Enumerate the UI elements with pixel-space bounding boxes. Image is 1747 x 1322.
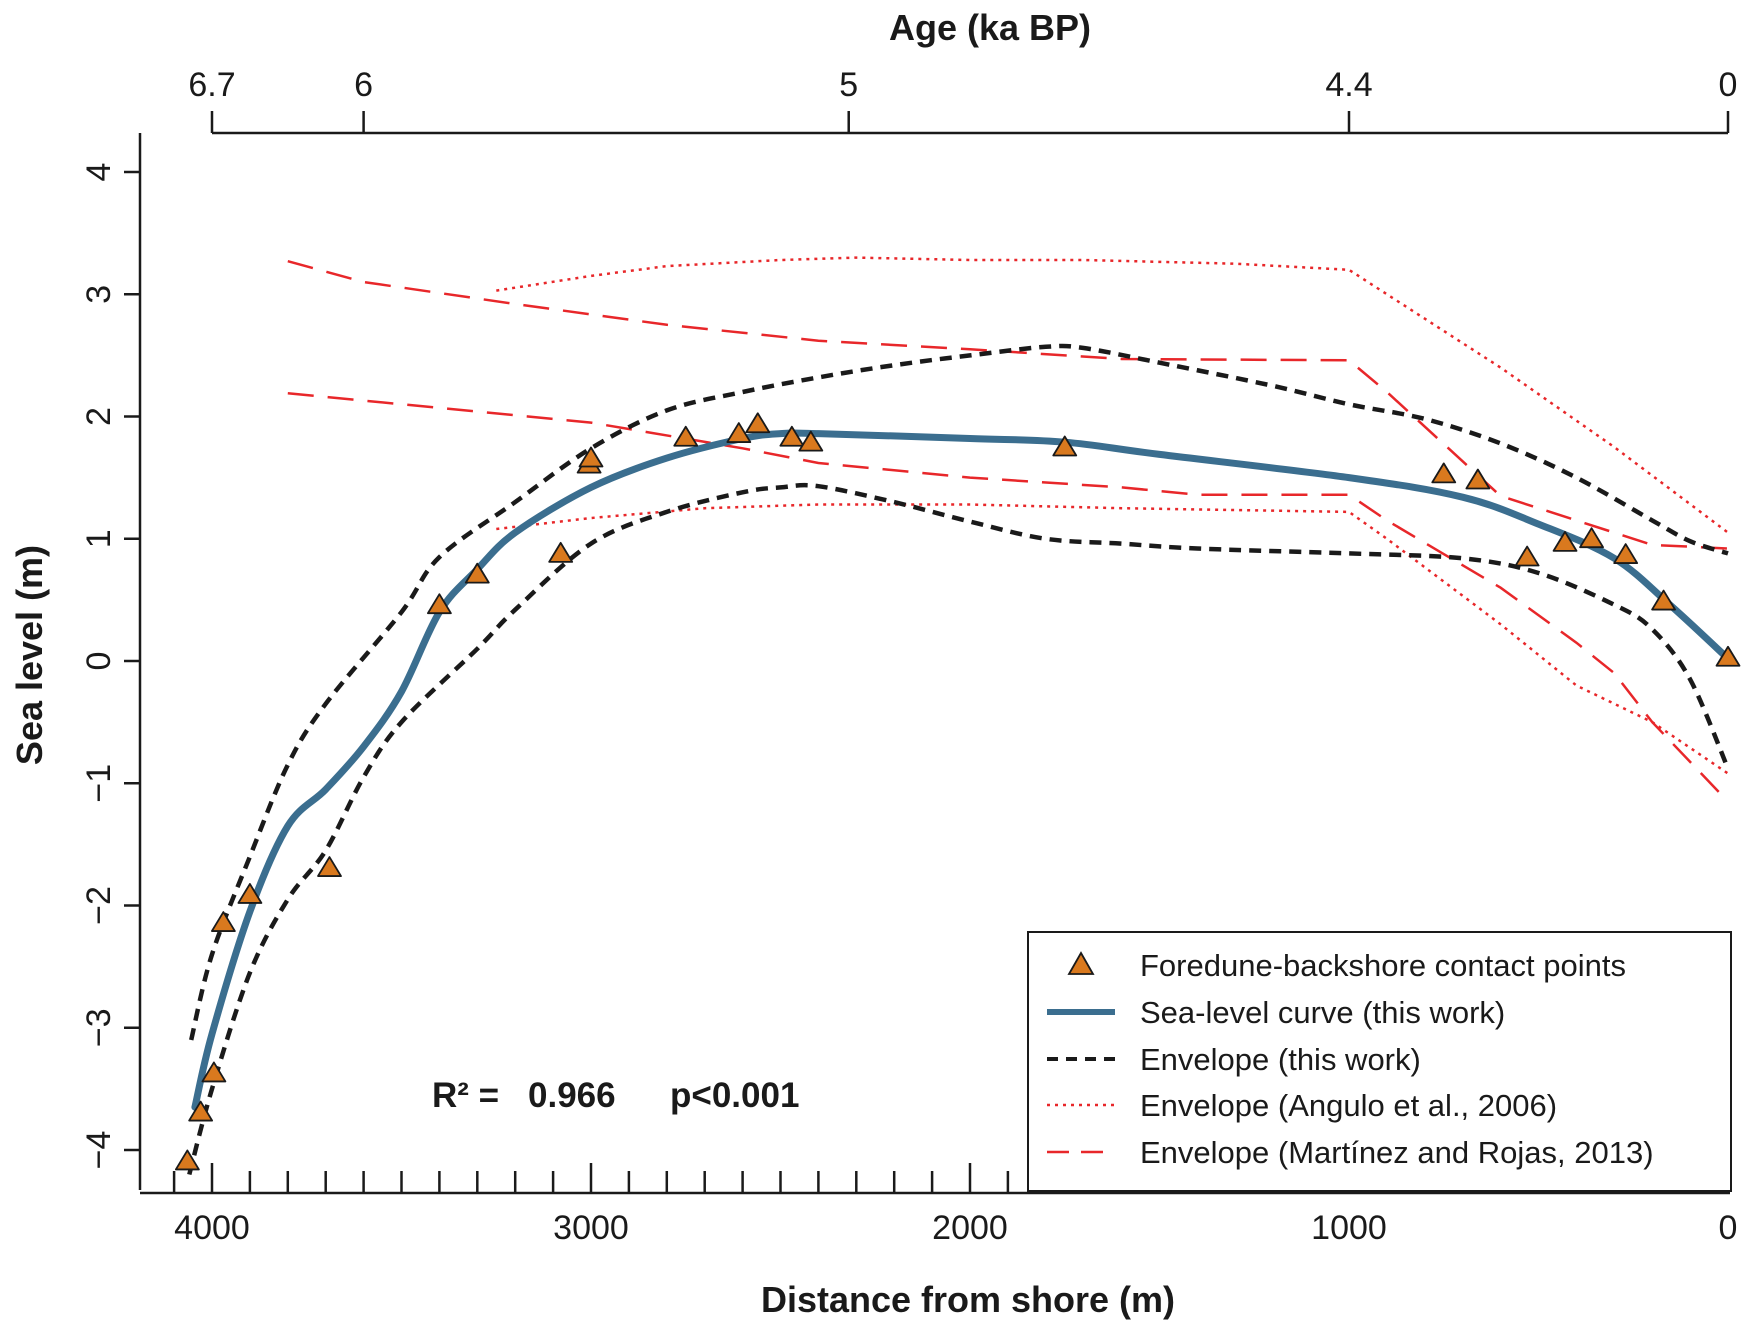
contact-point [745,412,771,434]
contact-point [1715,645,1741,667]
y-tick-label: −1 [80,764,118,803]
top-tick-label: 4.4 [1325,66,1372,104]
x-axis-title: Distance from shore (m) [761,1279,1175,1320]
contact-point [798,430,824,452]
y-tick-label: −3 [80,1008,118,1047]
points-layer [174,412,1741,1171]
envelope-martinez-upper [287,259,1729,550]
legend: Foredune-backshore contact points Sea-le… [1027,931,1732,1192]
r-squared-value: 0.966 [528,1076,616,1115]
x-tick-label: 0 [1719,1209,1738,1247]
y-axis-title: Sea level (m) [9,545,50,765]
y-tick-label: 3 [80,285,118,304]
contact-point [201,1061,227,1083]
stats-annotation: R² = 0.966 p<0.001 [432,1076,799,1115]
contact-point [188,1100,214,1122]
x-tick-label: 1000 [1311,1209,1387,1247]
contact-point [1465,468,1491,490]
envelope-martinez-lower [287,392,1729,803]
y-tick-label: 0 [80,652,118,671]
contact-point [210,911,236,932]
x-tick-label: 3000 [553,1209,629,1247]
y-tick-label: −4 [80,1131,118,1170]
envelope-this-work-lower [187,482,1731,1176]
legend-label-envelope-this-work: Envelope (this work) [1140,1042,1421,1077]
contact-point [426,593,452,615]
envelope-angulo-upper [496,256,1729,534]
contact-point [1579,527,1604,549]
legend-label-envelope-angulo: Envelope (Angulo et al., 2006) [1140,1088,1557,1123]
x-tick-label: 2000 [932,1209,1008,1247]
contact-point [237,883,263,904]
envelope-this-work-upper [189,343,1729,1041]
top-tick-label: 6 [354,66,373,104]
y-tick-label: −2 [80,886,118,925]
p-value: p<0.001 [670,1076,799,1115]
contact-point [1552,530,1578,552]
envelope-angulo-lower [496,503,1729,775]
legend-label-points: Foredune-backshore contact points [1140,948,1626,983]
contact-point [578,446,604,468]
legend-box [1027,931,1732,1192]
contact-point [174,1149,200,1171]
contact-point [1052,435,1078,457]
y-tick-label: 4 [80,163,118,182]
y-tick-label: 1 [80,529,118,548]
contact-point [1613,543,1639,564]
contact-point [464,562,490,584]
contact-point [1431,462,1457,484]
contact-point [673,425,699,447]
top-tick-label: 5 [839,66,858,104]
contact-point [1651,589,1676,611]
r-squared-label: R² = [432,1076,499,1115]
legend-marker-points [1067,951,1095,975]
top-tick-label: 6.7 [188,66,235,104]
contact-point [1514,545,1540,567]
contact-point [317,856,342,877]
axes-layer: 4 3 2 1 0 −1 −2 −3 −4 4000 3000 2000 1000 0 6.7 6 5 4.4 0 [80,66,1737,1247]
x-tick-label: 4000 [174,1209,250,1247]
top-tick-label: 0 [1719,66,1738,104]
y-tick-label: 2 [80,407,118,426]
contact-point [548,541,574,563]
legend-label-curve: Sea-level curve (this work) [1140,995,1505,1030]
contact-point [779,425,805,447]
legend-label-envelope-martinez: Envelope (Martínez and Rojas, 2013) [1140,1135,1654,1170]
top-axis-title: Age (ka BP) [889,7,1091,48]
contact-point [726,422,752,443]
